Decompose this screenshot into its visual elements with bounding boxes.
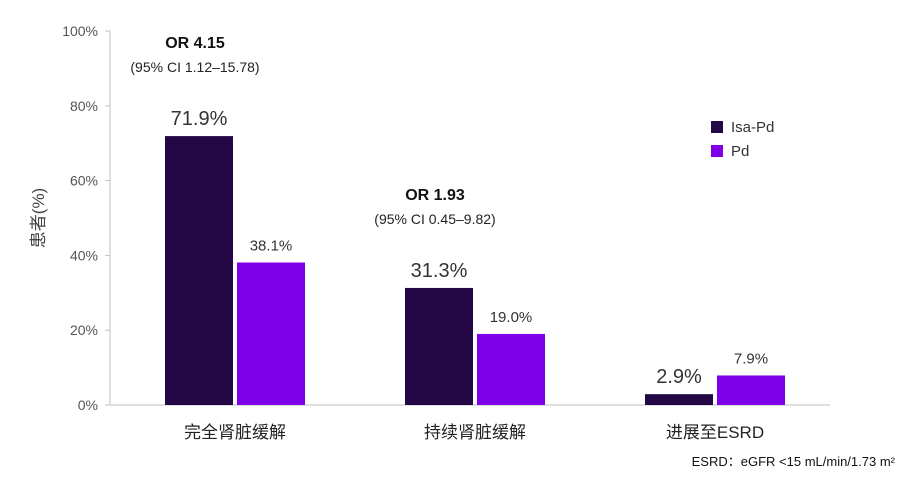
legend-label: Pd — [731, 143, 749, 160]
footnote: ESRD：eGFR <15 mL/min/1.73 m² — [692, 454, 896, 469]
category-labels: 完全肾脏缓解 持续肾脏缓解 进展至ESRD — [184, 423, 764, 442]
bars — [165, 136, 785, 405]
y-tick-label: 60% — [70, 173, 98, 189]
legend-label: Isa-Pd — [731, 119, 774, 136]
bar-isa-pd — [405, 287, 473, 405]
confidence-interval-label: (95% CI 1.12–15.78) — [130, 59, 259, 75]
y-tick-label: 0% — [78, 397, 98, 413]
y-axis-label: 患者(%) — [29, 188, 48, 248]
y-tick-label: 100% — [62, 23, 98, 39]
bar-labels: 71.9% 38.1% 31.3% 19.0% 2.9% 7.9% — [171, 108, 768, 388]
odds-ratio-label: OR 1.93 — [405, 187, 465, 204]
bar-value-label: 2.9% — [656, 366, 702, 388]
bar-pd — [717, 375, 785, 405]
bar-value-label: 38.1% — [250, 238, 293, 255]
bar-isa-pd — [645, 394, 713, 405]
category-label: 持续肾脏缓解 — [424, 423, 526, 442]
annotations: OR 4.15 (95% CI 1.12–15.78) OR 1.93 (95% CI… — [130, 35, 495, 227]
y-tick-label: 40% — [70, 247, 98, 263]
bar-isa-pd — [165, 136, 233, 405]
legend: Isa-Pd Pd — [711, 119, 774, 160]
bar-value-label: 19.0% — [490, 309, 533, 326]
confidence-interval-label: (95% CI 0.45–9.82) — [374, 211, 495, 227]
bar-pd — [477, 333, 545, 405]
legend-swatch — [711, 145, 723, 157]
odds-ratio-label: OR 4.15 — [165, 35, 225, 52]
bar-pd — [237, 262, 305, 405]
category-label: 完全肾脏缓解 — [184, 423, 286, 442]
category-label: 进展至ESRD — [666, 423, 764, 442]
y-tick-label: 20% — [70, 322, 98, 338]
legend-swatch — [711, 121, 723, 133]
bar-value-label: 31.3% — [411, 260, 468, 282]
y-axis-ticks: 0% 20% 40% 60% 80% 100% — [62, 23, 110, 413]
bar-value-label: 71.9% — [171, 108, 228, 130]
y-tick-label: 80% — [70, 98, 98, 114]
bar-value-label: 7.9% — [734, 350, 768, 367]
